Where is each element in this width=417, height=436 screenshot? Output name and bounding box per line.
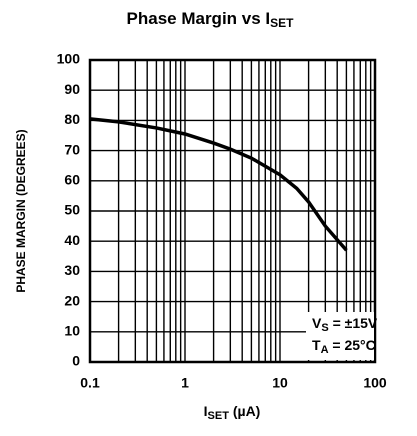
annotation-rest: = ±15V (329, 315, 378, 331)
x-tick-label: 10 (272, 375, 288, 391)
xlabel-subscript: SET (208, 410, 230, 422)
data-line (89, 117, 348, 252)
chart-title: Phase Margin vs ISET (127, 9, 295, 30)
annotation-text: T (312, 337, 321, 353)
title-subscript: SET (270, 16, 294, 30)
annotation-subscript: A (321, 344, 329, 356)
x-axis-label: ISET (µA) (204, 403, 261, 422)
y-tick-label: 100 (57, 51, 81, 67)
annotation: VS = ±15V (312, 315, 378, 334)
annotation-subscript: S (321, 322, 328, 334)
y-tick-label: 10 (64, 323, 80, 339)
y-tick-label: 30 (64, 262, 80, 278)
y-tick-label: 90 (64, 81, 80, 97)
y-tick-label: 40 (64, 232, 80, 248)
x-tick-label: 100 (363, 375, 387, 391)
xlabel-text: I (204, 403, 208, 419)
annotation-rest: = 25°C (329, 337, 376, 353)
y-tick-label: 20 (64, 292, 80, 308)
y-axis-label: PHASE MARGIN (DEGREES) (14, 129, 28, 292)
xlabel-unit: (µA) (229, 403, 260, 419)
y-tick-label: 70 (64, 141, 80, 157)
title-text: Phase Margin vs I (127, 9, 271, 28)
annotation-text: V (312, 315, 322, 331)
annotation-box (306, 312, 374, 360)
plot-frame (88, 58, 377, 364)
annotation: TA = 25°C (312, 337, 376, 356)
y-tick-label: 80 (64, 111, 80, 127)
y-tick-label: 0 (72, 353, 80, 369)
x-tick-label: 0.1 (80, 375, 100, 391)
y-tick-label: 60 (64, 172, 80, 188)
x-tick-label: 1 (181, 375, 189, 391)
y-tick-label: 50 (64, 202, 80, 218)
